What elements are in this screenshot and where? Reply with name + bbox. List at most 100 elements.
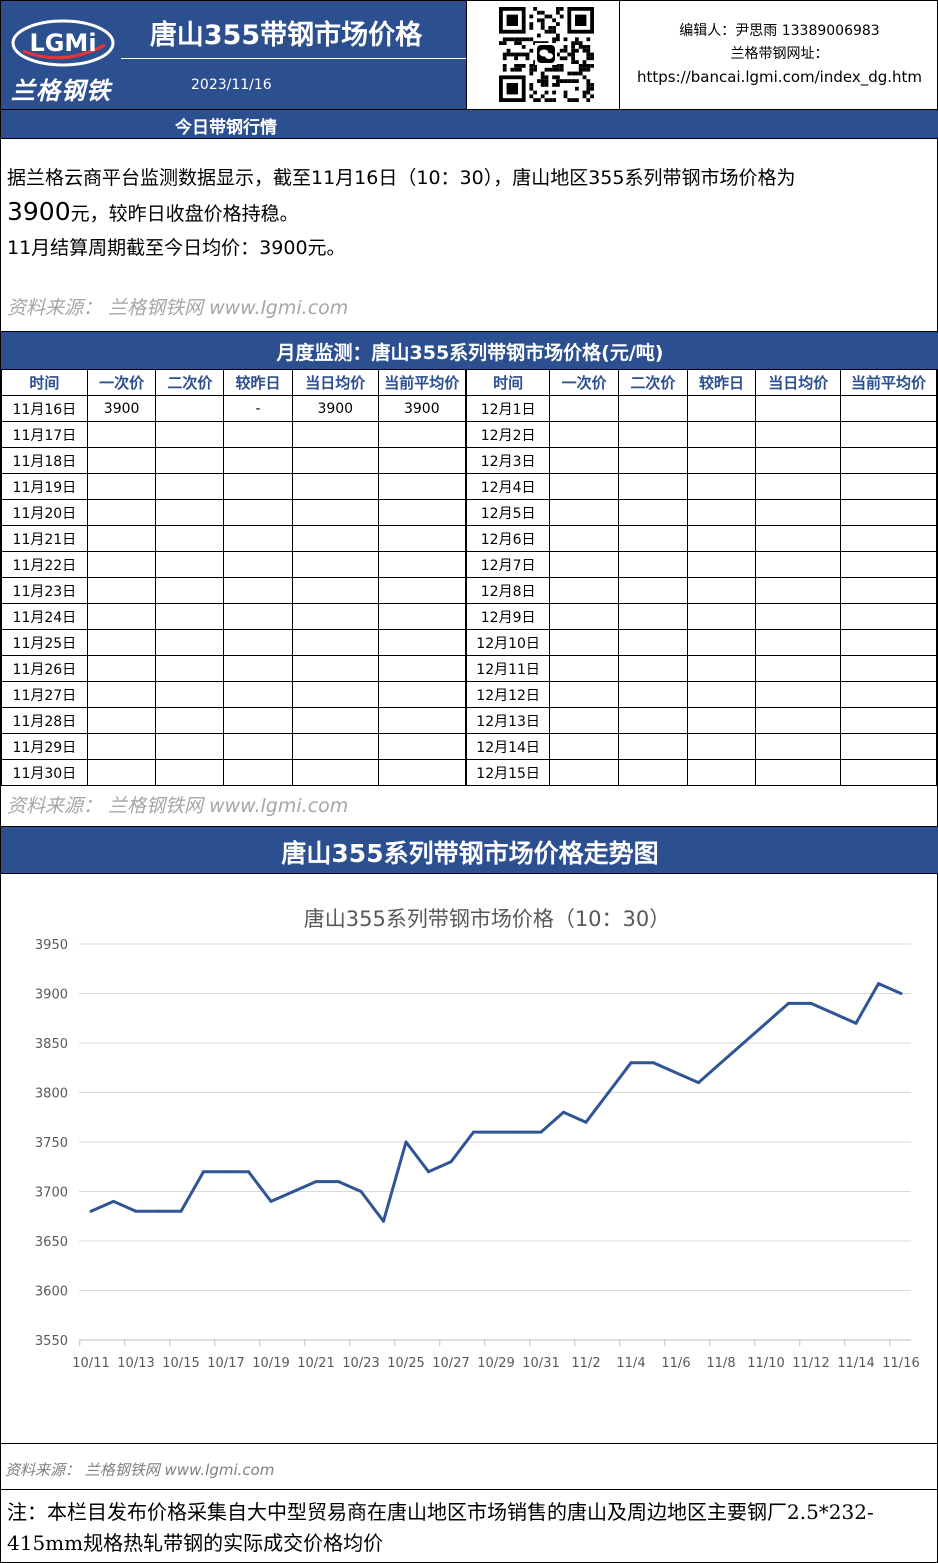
today-section-title: 今日带钢行情 — [175, 118, 277, 138]
table-cell — [686, 603, 757, 630]
table-cell — [617, 707, 688, 734]
price-point — [787, 1001, 790, 1005]
price-point — [179, 1209, 183, 1213]
table-cell — [617, 577, 688, 604]
table-header-cell: 时间 — [464, 369, 551, 396]
date-cell: 12月8日 — [464, 577, 551, 604]
site-url-link[interactable]: https://bancai.lgmi.com/index_dg.htm — [636, 68, 923, 86]
table-cell — [291, 629, 379, 656]
table-cell: 3900 — [377, 395, 467, 422]
table-cell — [223, 707, 293, 734]
table-cell — [291, 707, 379, 734]
summary-text: 据兰格云商平台监测数据显示，截至11月16日（10：30），唐山地区355系列带… — [7, 161, 927, 265]
table-cell — [840, 577, 937, 604]
table-cell — [291, 577, 379, 604]
table-cell — [223, 681, 293, 708]
summary-change: 元，较昨日收盘价格持稳。 — [70, 203, 299, 225]
table-cell: 3900 — [86, 395, 157, 422]
price-point — [449, 1160, 453, 1164]
table-cell: - — [223, 395, 293, 422]
x-tick-label: 11/12 — [792, 1356, 829, 1371]
table-cell — [155, 473, 225, 500]
table-cell — [549, 681, 619, 708]
table-cell — [549, 577, 619, 604]
price-point — [134, 1209, 138, 1213]
table-cell — [755, 473, 842, 500]
x-tick-label: 10/17 — [207, 1356, 244, 1371]
table-cell — [755, 733, 842, 760]
price-series-line — [90, 982, 902, 1223]
table-cell — [86, 421, 157, 448]
header-banner: LGMi 兰格钢铁 唐山355带钢市场价格 2023/11/16 — [1, 1, 467, 109]
report-date: 2023/11/16 — [191, 77, 272, 93]
x-tick-label: 10/25 — [387, 1356, 424, 1371]
date-cell: 12月14日 — [464, 733, 551, 760]
table-cell — [377, 655, 467, 682]
table-cell — [223, 759, 293, 786]
price-point — [562, 1110, 565, 1114]
table-cell — [86, 551, 157, 578]
table-cell — [377, 447, 467, 474]
table-cell — [755, 603, 842, 630]
x-tick-label: 10/19 — [252, 1356, 289, 1371]
date-cell: 11月29日 — [1, 733, 88, 760]
table-cell — [617, 525, 688, 552]
site-label: 兰格带钢网址： — [730, 46, 829, 62]
table-cell — [617, 759, 688, 786]
note-divider — [1, 1489, 938, 1490]
table-cell — [549, 655, 619, 682]
date-cell: 12月2日 — [464, 421, 551, 448]
table-cell — [223, 551, 293, 578]
table-header-cell: 较昨日 — [686, 369, 757, 396]
table-cell — [86, 681, 157, 708]
x-tick-label: 11/14 — [837, 1356, 874, 1371]
y-tick-label: 3700 — [35, 1186, 68, 1201]
table-cell — [686, 395, 757, 422]
table-cell — [840, 629, 937, 656]
table-row: 11月16日 3900-3900 3900 12月1日 — [1, 395, 937, 422]
table-cell — [755, 707, 842, 734]
logo-cn-text: 兰格钢铁 — [11, 76, 111, 105]
y-tick-label: 3600 — [35, 1285, 68, 1300]
table-cell — [291, 525, 379, 552]
date-cell: 12月15日 — [464, 759, 551, 786]
chart-title: 唐山355系列带钢市场价格（10：30） — [304, 907, 671, 931]
table-cell — [686, 707, 757, 734]
table-cell — [377, 681, 467, 708]
table-cell — [686, 421, 757, 448]
y-tick-label: 3900 — [35, 988, 68, 1003]
price-point — [202, 1170, 205, 1174]
price-point — [832, 1011, 835, 1015]
summary-line-2: 3900元，较昨日收盘价格持稳。 — [7, 195, 927, 231]
table-cell — [755, 525, 842, 552]
table-cell — [755, 629, 842, 656]
x-tick-label: 10/11 — [72, 1356, 109, 1371]
table-header-cell: 二次价 — [155, 369, 225, 396]
table-cell — [840, 473, 937, 500]
table-cell — [686, 551, 757, 578]
trend-section-bar: 唐山355系列带钢市场价格走势图 — [1, 826, 938, 874]
table-cell — [223, 447, 293, 474]
price-point — [89, 1209, 93, 1213]
x-tick-label: 11/2 — [571, 1356, 600, 1371]
table-cell — [840, 421, 937, 448]
y-tick-label: 3950 — [35, 938, 68, 953]
table-cell — [377, 551, 467, 578]
table-cell — [155, 603, 225, 630]
price-point — [877, 982, 880, 986]
table-cell — [377, 421, 467, 448]
table-header-cell: 较昨日 — [223, 369, 293, 396]
table-cell — [617, 421, 688, 448]
price-point — [584, 1120, 588, 1124]
page-title: 唐山355带钢市场价格 — [149, 20, 423, 51]
qr-cell — [467, 1, 620, 109]
x-tick-label: 11/4 — [616, 1356, 645, 1371]
table-cell — [155, 759, 225, 786]
table-cell — [155, 551, 225, 578]
x-tick-label: 10/27 — [432, 1356, 469, 1371]
table-cell — [223, 629, 293, 656]
editor-line: 编辑人：尹思雨 13389006983 — [679, 23, 880, 39]
qr-code-icon — [499, 7, 594, 102]
table-cell — [617, 499, 688, 526]
